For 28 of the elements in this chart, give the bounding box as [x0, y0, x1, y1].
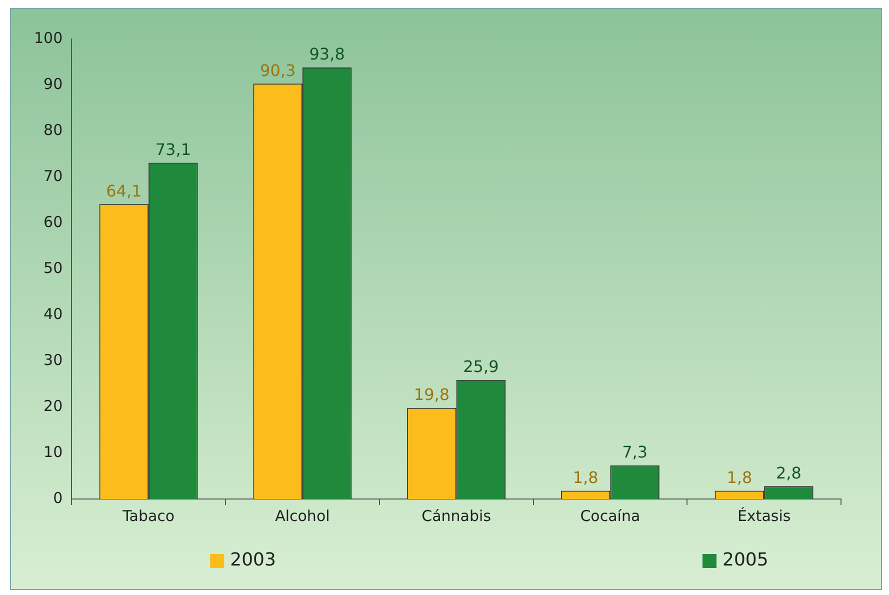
data-label: 93,8 [309, 44, 345, 64]
y-tick-label: 10 [44, 442, 63, 461]
legend-label: 2003 [230, 550, 276, 571]
x-tick-label: Cánnabis [422, 506, 492, 525]
data-label: 73,1 [155, 140, 191, 159]
data-label: 64,1 [106, 181, 142, 200]
y-tick-label: 50 [44, 258, 63, 277]
data-label: 7,3 [622, 442, 648, 462]
y-tick-label: 40 [44, 304, 63, 323]
y-tick-label: 20 [44, 396, 63, 415]
y-tick-label: 100 [34, 28, 63, 47]
y-tick-label: 80 [44, 120, 63, 139]
x-tick-label: Cocaína [580, 506, 640, 525]
y-tick-label: 30 [44, 350, 63, 369]
x-tick-label: Tabaco [122, 506, 175, 525]
legend-label: 2005 [722, 550, 768, 571]
data-label: 19,8 [414, 385, 450, 404]
y-tick-label: 70 [44, 166, 63, 185]
data-label: 90,3 [260, 60, 296, 80]
data-label: 2,8 [776, 463, 802, 482]
data-label: 1,8 [726, 468, 752, 487]
x-tick-label: Éxtasis [737, 506, 791, 525]
data-label: 1,8 [572, 468, 598, 487]
y-tick-label: 60 [44, 212, 63, 231]
data-label: 25,9 [463, 357, 499, 376]
x-tick-label: Alcohol [275, 506, 330, 525]
y-tick-label: 0 [53, 488, 63, 507]
y-tick-label: 90 [44, 74, 63, 93]
